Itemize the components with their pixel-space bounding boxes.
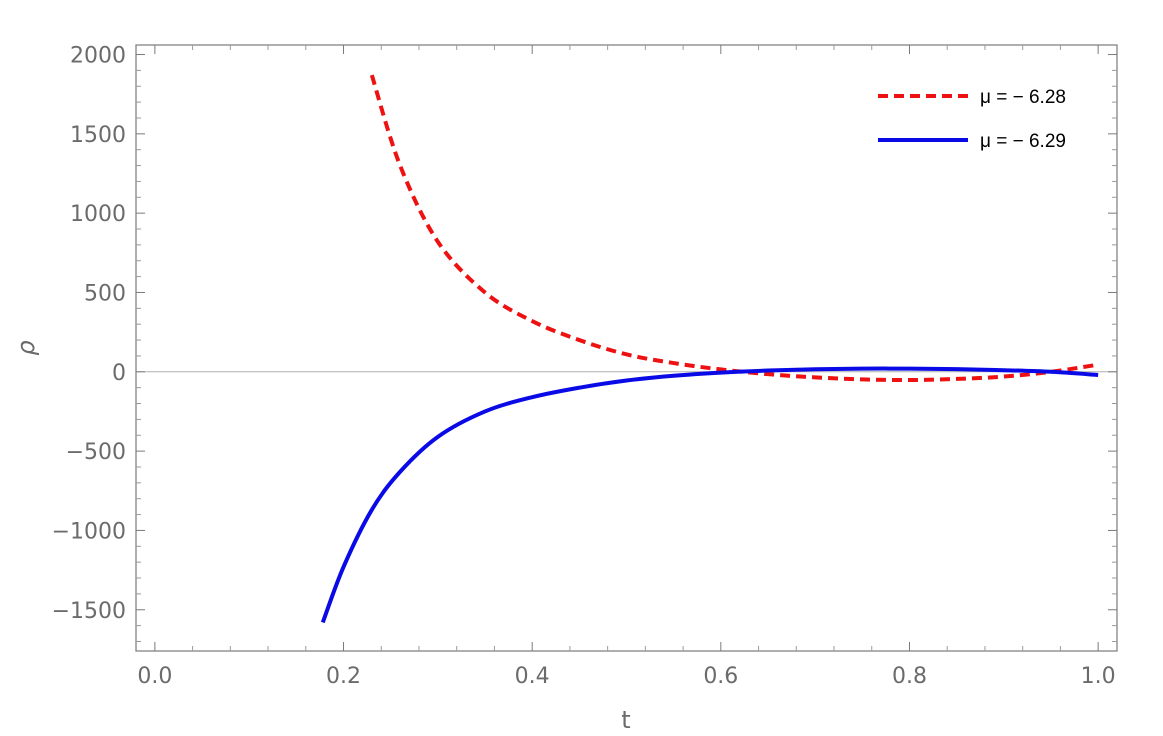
x-axis-title: t <box>621 706 630 734</box>
y-tick-label: 2000 <box>70 44 126 69</box>
x-tick-label: 0.4 <box>515 664 550 689</box>
series-layer <box>320 74 1099 624</box>
y-tick-label: 1500 <box>70 123 126 148</box>
series-line-2 <box>320 366 1099 624</box>
y-tick-label: 0 <box>112 361 126 386</box>
y-tick-label: −1500 <box>52 599 126 624</box>
y-axis-title: ρ <box>12 340 40 355</box>
axis-ticks: 0.0 0.2 0.4 0.6 0.8 1.0 −1500 −1000 −500 0 500 1000… <box>52 44 1117 689</box>
x-tick-label: 0.2 <box>326 664 361 689</box>
y-tick-label: −1000 <box>52 519 126 544</box>
legend: μ = − 6.28 μ = − 6.29 <box>878 87 1066 152</box>
plot-frame <box>135 44 1118 652</box>
y-tick-label: 500 <box>84 281 126 306</box>
x-tick-label: 0.6 <box>703 664 738 689</box>
legend-label-series-1: μ = − 6.28 <box>980 87 1066 108</box>
x-tick-label: 0.8 <box>892 664 927 689</box>
x-tick-label: 0.0 <box>137 664 172 689</box>
x-tick-label: 1.0 <box>1081 664 1116 689</box>
y-tick-label: −500 <box>66 440 126 465</box>
y-tick-label: 1000 <box>70 202 126 227</box>
legend-label-series-2: μ = − 6.29 <box>980 131 1066 152</box>
series-line-1 <box>369 74 1099 383</box>
